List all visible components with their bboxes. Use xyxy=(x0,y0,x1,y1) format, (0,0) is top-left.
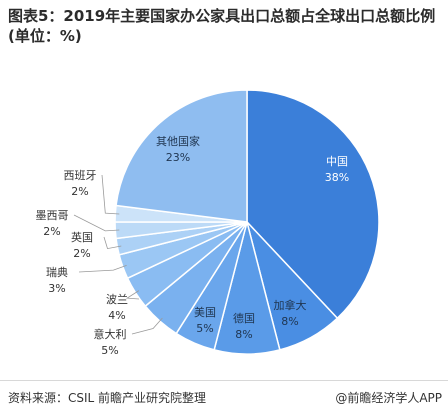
leader-line-8 xyxy=(73,214,120,232)
slice-value-0: 38% xyxy=(325,171,349,184)
chart-title: 图表5：2019年主要国家办公家具出口总额占全球出口总额比例(单位：%) xyxy=(8,7,436,45)
slice-label-10: 其他国家 xyxy=(156,134,200,148)
leader-line-7 xyxy=(103,236,122,250)
slice-value-4: 5% xyxy=(101,344,118,357)
slice-value-3: 5% xyxy=(196,322,213,335)
leader-line-9 xyxy=(101,174,120,215)
slice-label-8: 墨西哥 xyxy=(36,209,69,222)
slice-value-6: 3% xyxy=(48,282,65,295)
leader-line-5 xyxy=(125,290,140,300)
slice-label-9: 西班牙 xyxy=(64,169,97,182)
pie-slice-10 xyxy=(115,89,248,223)
slice-label-7: 英国 xyxy=(71,230,93,244)
source-note: 资料来源：CSIL 前瞻产业研究院整理 xyxy=(8,391,207,405)
leader-line-6 xyxy=(78,265,127,273)
slice-label-4: 意大利 xyxy=(94,327,127,341)
slice-value-7: 2% xyxy=(73,247,90,260)
slice-label-0: 中国 xyxy=(326,155,348,168)
slice-value-9: 2% xyxy=(71,185,88,198)
slice-value-5: 4% xyxy=(108,309,125,322)
brand-watermark: @前瞻经济学人APP xyxy=(335,391,442,405)
leader-line-4 xyxy=(131,317,163,335)
slice-label-5: 波兰 xyxy=(106,293,128,306)
slice-value-2: 8% xyxy=(235,328,252,341)
pie-slice-0 xyxy=(246,89,380,320)
footer: 资料来源：CSIL 前瞻产业研究院整理 @前瞻经济学人APP xyxy=(0,380,448,414)
slice-label-1: 加拿大 xyxy=(274,298,307,312)
slice-value-8: 2% xyxy=(43,225,60,238)
slice-value-1: 8% xyxy=(281,315,298,328)
slice-label-2: 德国 xyxy=(233,311,255,325)
slice-label-6: 瑞典 xyxy=(46,265,68,279)
slice-value-10: 23% xyxy=(166,151,190,164)
pie-chart: 中国38%加拿大8%德国8%美国5%意大利5%波兰4%瑞典3%英国2%墨西哥2%… xyxy=(36,89,380,357)
slice-label-3: 美国 xyxy=(194,306,216,319)
